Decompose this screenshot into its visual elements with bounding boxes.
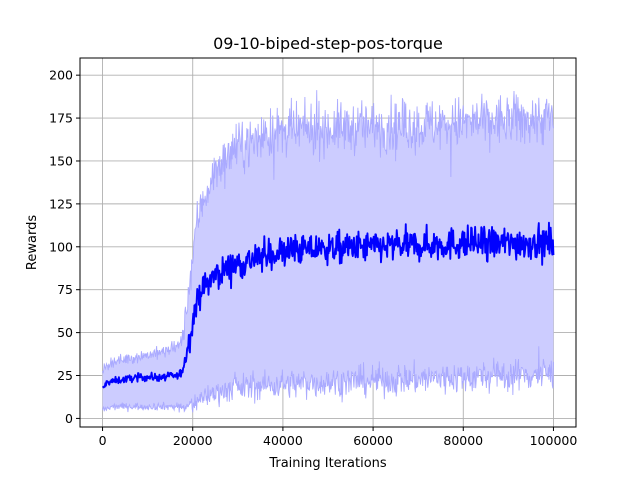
y-axis-label: Rewards [25,215,40,270]
x-tick-label: 80000 [443,433,483,448]
y-tick-label: 50 [57,325,73,340]
y-tick-label: 175 [49,111,73,126]
x-tick-label: 0 [99,433,107,448]
x-axis-label: Training Iterations [268,456,387,471]
series-line-lower [102,346,554,413]
y-tick-label: 0 [65,411,73,426]
y-tick-label: 75 [57,282,73,297]
x-axis-ticks: 0 20000 40000 60000 80000 100000 [99,427,578,448]
series-lines [101,90,555,413]
series-line-upper [102,90,554,374]
chart-title: 09-10-biped-step-pos-torque [213,34,443,53]
series-line-mean [101,221,555,389]
y-tick-label: 125 [49,196,73,211]
x-tick-label: 100000 [530,433,578,448]
y-tick-label: 150 [49,153,73,168]
y-axis-ticks: 0 25 50 75 100 125 150 175 200 [49,68,80,426]
plot-frame [79,57,577,428]
y-tick-label: 200 [49,68,73,83]
x-tick-label: 20000 [173,433,213,448]
y-tick-label: 100 [49,239,73,254]
y-tick-label: 25 [57,368,73,383]
x-tick-label: 40000 [263,433,303,448]
x-tick-label: 60000 [353,433,393,448]
